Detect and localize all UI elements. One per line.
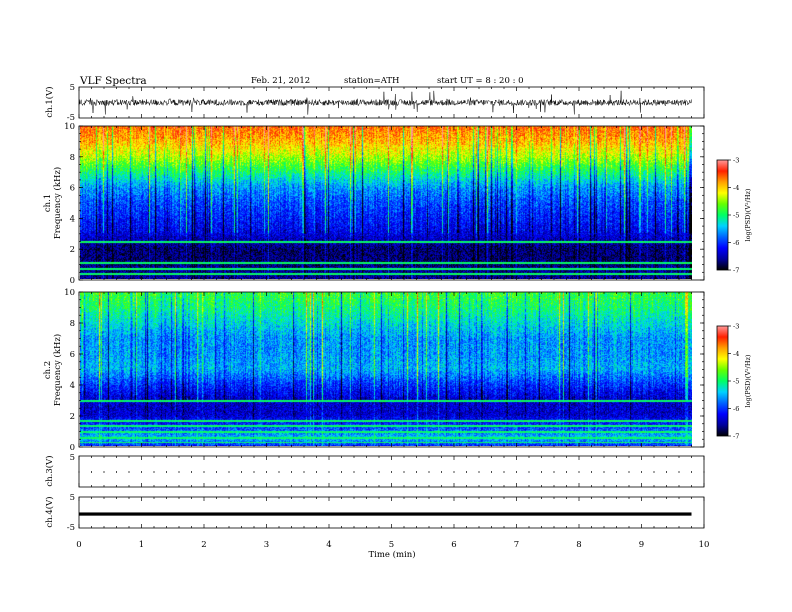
ch2-spectrogram-xticks: [78, 292, 705, 447]
colorbar-tick-label: -6: [733, 239, 739, 247]
ch3-ytick-top: 5: [70, 453, 75, 463]
ch2-colorbar-gradient: [717, 326, 728, 436]
ch1-ytick-top: 5: [70, 83, 75, 93]
ch1-spectrogram-yticks: 0 2 4 6 8 10: [64, 122, 704, 286]
ch2-colorbar-label: log(PSD)(V²/Hz): [744, 354, 752, 407]
frequency-tick-label: 4: [70, 381, 75, 391]
ch1-waveform-ylabel: ch.1(V): [44, 86, 55, 117]
ch1-spectrogram-ylabel-frequency: Frequency (kHz): [52, 167, 63, 239]
colorbar-tick-label: -3: [733, 323, 739, 331]
ch1-spectrogram-panel: 0 2 4 6 8 10 ch.1 Frequency (kHz): [43, 122, 705, 286]
frequency-tick-label: 6: [70, 350, 75, 360]
time-tick-label: 3: [264, 540, 269, 550]
ch4-waveform-trace: [79, 512, 692, 516]
time-tick-label: 6: [451, 540, 456, 550]
ch1-colorbar-gradient: [717, 160, 728, 270]
ch1-colorbar-ticks: -3 -4 -5 -6 -7: [728, 157, 739, 275]
time-tick-label: 8: [576, 540, 581, 550]
ch4-ytick-top: 5: [70, 493, 75, 503]
figure-title: VLF Spectra: [79, 75, 147, 87]
frequency-tick-label: 8: [70, 153, 75, 163]
time-tick-label: 5: [389, 540, 394, 550]
ch1-spectrogram-ylabel-channel: ch.1: [43, 194, 53, 212]
station-label: station=ATH: [344, 76, 399, 86]
frequency-tick-label: 0: [70, 443, 75, 453]
colorbar-tick-label: -6: [733, 405, 739, 413]
ch2-colorbar-ticks: -3 -4 -5 -6 -7: [728, 323, 739, 441]
ch1-waveform-panel: 5 -5 ch.1(V): [44, 83, 705, 123]
ch1-spectrogram-image: [80, 126, 692, 279]
ch2-spectrogram-ylabel-channel: ch.2: [43, 361, 53, 379]
ch1-waveform-frame: [78, 86, 705, 119]
frequency-tick-label: 8: [70, 319, 75, 329]
frequency-tick-label: 10: [64, 122, 75, 132]
colorbar-tick-label: -5: [733, 212, 739, 220]
time-tick-label: 0: [76, 540, 81, 550]
frequency-tick-label: 2: [70, 245, 75, 255]
ch2-spectrogram-yticks: 0 2 4 6 8 10: [64, 288, 704, 453]
time-axis-tick-labels: 0 1 2 3 4 5 6 7 8 9 10: [76, 540, 709, 550]
time-tick-label: 4: [326, 540, 331, 550]
time-axis-label: Time (min): [368, 549, 415, 560]
time-tick-label: 2: [201, 540, 206, 550]
date-label: Feb. 21, 2012: [251, 76, 310, 86]
ch3-waveform-xticks: [78, 456, 705, 487]
frequency-tick-label: 6: [70, 184, 75, 194]
colorbar-tick-label: -5: [733, 378, 739, 386]
frequency-tick-label: 0: [70, 276, 75, 286]
time-tick-label: 7: [514, 540, 519, 550]
ch4-waveform-ylabel: ch.4(V): [44, 496, 55, 527]
colorbar-tick-label: -3: [733, 157, 739, 165]
colorbar-tick-label: -7: [733, 267, 739, 275]
frequency-tick-label: 4: [70, 214, 75, 224]
frequency-tick-label: 2: [70, 412, 75, 422]
ch1-waveform-trace: [78, 90, 692, 115]
time-tick-label: 10: [699, 540, 710, 550]
ch1-colorbar: -3 -4 -5 -6 -7 log(PSD)(V²/Hz): [716, 157, 752, 275]
ch4-ytick-bottom: -5: [67, 523, 75, 533]
ch4-waveform-xticks: [78, 497, 705, 528]
colorbar-tick-label: -4: [733, 184, 739, 192]
ch3-waveform-panel: 5 ch.3(V): [44, 453, 705, 488]
ch2-spectrogram-ylabel-frequency: Frequency (kHz): [52, 334, 63, 406]
ch4-waveform-panel: 5 -5 ch.4(V) 0 1 2 3 4 5 6 7 8 9 10 Time (min): [44, 493, 709, 560]
time-tick-label: 1: [139, 540, 144, 550]
ch1-waveform-xticks: [78, 87, 705, 118]
time-tick-label: 9: [639, 540, 644, 550]
colorbar-tick-label: -4: [733, 350, 739, 358]
ch3-waveform-ylabel: ch.3(V): [44, 455, 55, 486]
ch2-spectrogram-panel: 0 2 4 6 8 10 ch.2 Frequency (kHz): [43, 288, 705, 453]
ch1-ytick-bottom: -5: [67, 113, 75, 123]
ch1-colorbar-label: log(PSD)(V²/Hz): [744, 188, 752, 241]
ch2-colorbar: -3 -4 -5 -6 -7 log(PSD)(V²/Hz): [716, 323, 752, 441]
ch1-spectrogram-xticks: [78, 126, 705, 280]
colorbar-tick-label: -7: [733, 433, 739, 441]
frequency-tick-label: 10: [64, 288, 75, 298]
ch2-spectrogram-image: [80, 292, 692, 446]
start-time-label: start UT = 8 : 20 : 0: [437, 76, 524, 86]
